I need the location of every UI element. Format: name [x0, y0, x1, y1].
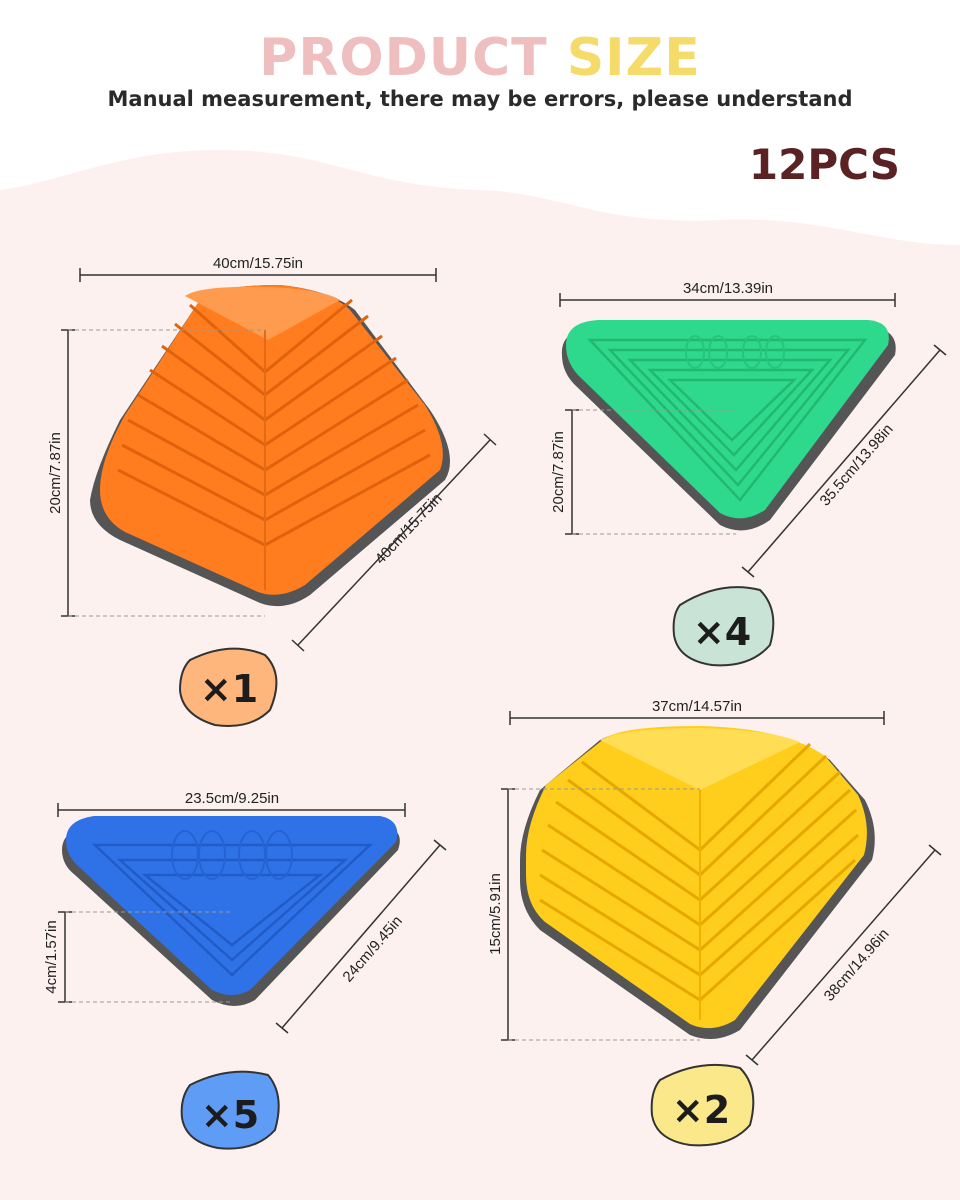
blue-width-dimension: [57, 803, 406, 817]
orange-quantity-badge: ×1: [178, 647, 278, 727]
yellow-quantity: ×2: [672, 1088, 730, 1132]
yellow-height-dimension: [501, 788, 700, 1041]
green-footprint-icon: [685, 335, 785, 369]
page-title: PRODUCT SIZE: [0, 28, 960, 88]
yellow-side-label: 38cm/14.96in: [821, 925, 893, 1004]
background-wave: [0, 0, 960, 245]
page-subtitle: Manual measurement, there may be errors,…: [107, 87, 853, 111]
title-word-product: PRODUCT: [259, 28, 548, 88]
blue-side-dimension: [275, 839, 447, 1034]
yellow-width-label: 37cm/14.57in: [652, 698, 742, 715]
blue-height-dimension: [58, 911, 230, 1003]
yellow-quantity-badge: ×2: [650, 1063, 755, 1147]
green-width-label: 34cm/13.39in: [683, 280, 773, 297]
yellow-height-label: 15cm/5.91in: [487, 873, 504, 955]
green-height-dimension: [565, 409, 736, 535]
orange-quantity: ×1: [200, 667, 258, 711]
title-word-size: SIZE: [566, 28, 701, 88]
blue-quantity-badge: ×5: [180, 1070, 280, 1150]
yellow-width-dimension: [509, 711, 885, 725]
blue-stone-ridges: [91, 843, 374, 977]
total-count: 12PCS: [748, 140, 900, 189]
green-stone: [561, 320, 896, 531]
blue-width-label: 23.5cm/9.25in: [185, 790, 279, 807]
blue-stone: [62, 816, 400, 1006]
orange-width-label: 40cm/15.75in: [213, 255, 303, 272]
yellow-stone-body: [526, 726, 867, 1029]
orange-side-dimension: [291, 433, 497, 652]
green-quantity-badge: ×4: [672, 586, 775, 667]
yellow-stone: [520, 726, 875, 1039]
orange-stone-top: [185, 286, 340, 340]
orange-stone: [90, 285, 450, 607]
green-side-dimension: [741, 344, 947, 578]
green-quantity: ×4: [693, 610, 751, 654]
orange-height-label: 20cm/7.87in: [47, 432, 64, 514]
green-height-label: 20cm/7.87in: [550, 431, 567, 513]
yellow-stone-top: [600, 728, 800, 790]
green-stone-ridges: [587, 338, 868, 502]
blue-height-label: 4cm/1.57in: [43, 920, 60, 993]
orange-width-dimension: [79, 268, 437, 282]
green-width-dimension: [559, 293, 896, 307]
blue-footprint-icon: [171, 830, 293, 880]
yellow-side-dimension: [745, 844, 942, 1066]
orange-height-dimension: [61, 329, 265, 617]
blue-quantity: ×5: [201, 1093, 259, 1137]
